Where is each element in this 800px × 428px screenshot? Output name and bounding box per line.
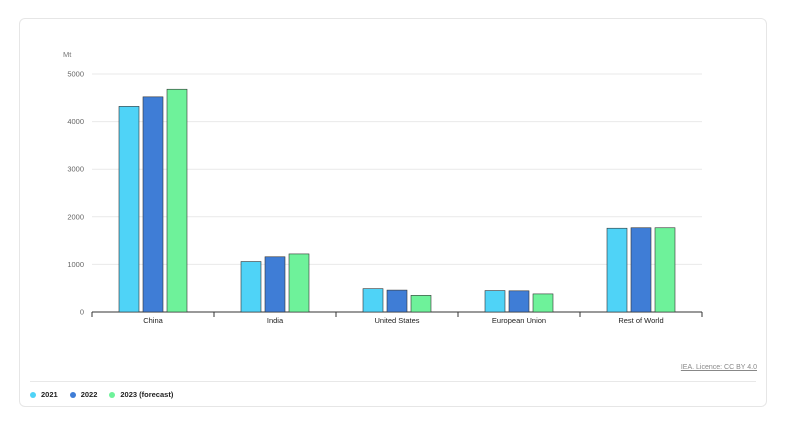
x-category-label: European Union (492, 316, 546, 325)
legend-item[interactable]: 2021 (30, 390, 58, 399)
y-tick-label: 2000 (67, 212, 84, 221)
bar (606, 227, 628, 313)
x-category-label: India (267, 316, 284, 325)
credit-link[interactable]: IEA. Licence: CC BY 4.0 (680, 364, 757, 371)
y-tick-label: 4000 (67, 117, 84, 126)
x-category-label: Rest of World (618, 316, 663, 325)
y-axis-unit: Mt (63, 50, 72, 59)
legend: 2021 2022 2023 (forecast) (30, 390, 173, 399)
legend-label: 2021 (41, 390, 58, 399)
legend-divider (30, 381, 756, 382)
bar (362, 288, 384, 313)
bar (142, 96, 164, 313)
legend-label: 2022 (80, 390, 98, 399)
bar (386, 289, 408, 313)
legend-item[interactable]: 2023 (forecast) (109, 390, 173, 399)
x-category-label: United States (374, 316, 419, 325)
bar (166, 88, 188, 313)
bar (532, 293, 554, 313)
legend-dot-icon (109, 391, 116, 398)
y-tick-label: 3000 (67, 165, 84, 174)
legend-item[interactable]: 2022 (69, 390, 98, 399)
legend-label: 2023 (forecast) (120, 390, 174, 399)
legend-dot-icon (30, 391, 36, 398)
bar (410, 295, 432, 313)
bar (240, 261, 262, 313)
bar (288, 253, 310, 313)
bar (484, 290, 506, 313)
bar (118, 106, 140, 313)
legend-dot-icon (69, 391, 76, 398)
x-category-label: China (143, 316, 163, 325)
bar (630, 227, 652, 313)
bar (508, 290, 530, 313)
y-tick-label: 1000 (67, 260, 84, 269)
y-tick-label: 0 (80, 308, 84, 317)
bar (264, 256, 286, 313)
y-tick-label: 5000 (67, 70, 84, 79)
bar (654, 227, 676, 313)
